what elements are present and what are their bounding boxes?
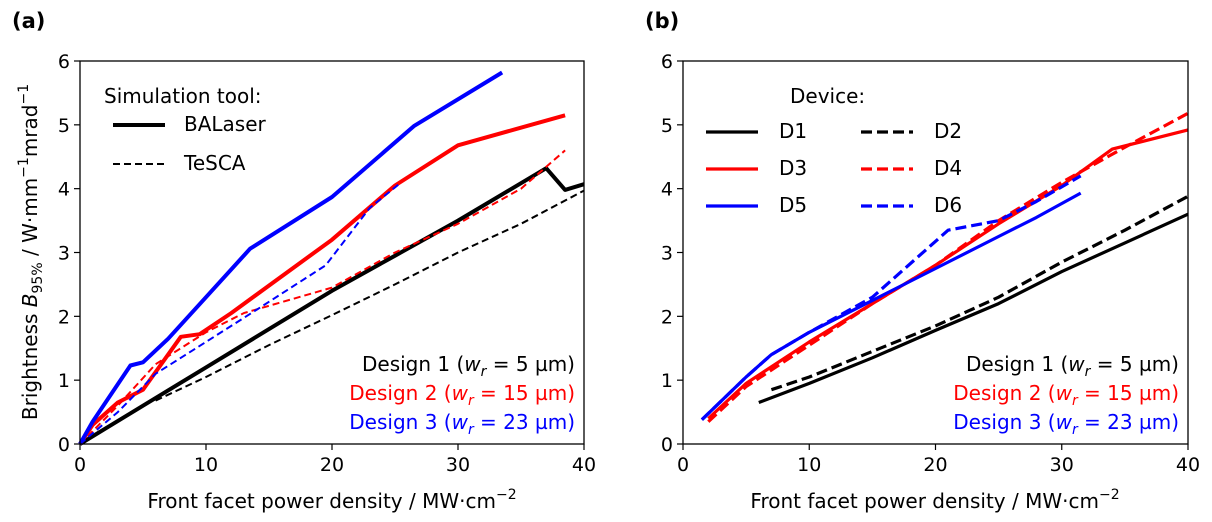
y-tick-label-a: 5 xyxy=(58,115,70,137)
series-line-a-design3-balaser xyxy=(78,70,504,445)
axes-b: 0 10 20 30 40 0 1 2 3 4 5 6 xyxy=(661,51,1200,476)
design-labels-b: Design 1 (wr = 5 µm)Design 2 (wr = 15 µm… xyxy=(953,352,1179,438)
x-tick-label-a: 30 xyxy=(446,454,470,476)
series-line-b-d1 xyxy=(758,212,1189,404)
design-label-a: Design 2 (wr = 15 µm) xyxy=(349,381,575,409)
x-axis-label-b: Front facet power density / MW·cm−2 xyxy=(750,487,1119,513)
x-tick-label-b: 40 xyxy=(1176,454,1200,476)
axes-a: 0 10 20 30 40 0 1 2 3 4 5 6 xyxy=(58,51,596,476)
legend-entry-b: D4 xyxy=(934,156,962,180)
y-tick-label-b: 4 xyxy=(661,179,673,201)
legend-entry-b: D5 xyxy=(779,193,807,217)
design-label-b: Design 1 (wr = 5 µm) xyxy=(966,352,1179,380)
series-line-a-design2-tesca xyxy=(79,149,566,445)
panel-label-b: (b) xyxy=(645,9,679,33)
legend-b: Device: D1 D2 D3 D4 D5 D6 xyxy=(706,84,962,217)
series-group-b xyxy=(700,111,1189,423)
series-line-a-design3-tesca xyxy=(79,181,402,445)
series-line-a-design2-balaser xyxy=(78,113,566,446)
x-tick-label-a: 20 xyxy=(320,454,344,476)
y-tick-label-a: 1 xyxy=(58,370,70,392)
design-label-a: Design 1 (wr = 5 µm) xyxy=(362,352,575,380)
legend-entry-b: D3 xyxy=(779,156,807,180)
x-tick-label-b: 10 xyxy=(797,454,821,476)
x-tick-label-b: 0 xyxy=(677,454,689,476)
series-group-a xyxy=(78,70,585,446)
x-tick-label-a: 10 xyxy=(194,454,218,476)
x-tick-label-a: 40 xyxy=(572,454,596,476)
legend-entry-a: TeSCA xyxy=(183,151,246,175)
y-tick-label-a: 2 xyxy=(58,306,70,328)
design-label-a: Design 3 (wr = 23 µm) xyxy=(349,410,575,438)
design-label-b: Design 3 (wr = 23 µm) xyxy=(953,410,1179,438)
x-tick-label-b: 30 xyxy=(1050,454,1074,476)
x-tick-label-b: 20 xyxy=(923,454,947,476)
design-label-b: Design 2 (wr = 15 µm) xyxy=(953,381,1179,409)
legend-title-a: Simulation tool: xyxy=(104,84,262,108)
panel-b: (b) 0 10 20 30 40 0 1 2 3 4 5 6 Device: D1 D2 D3 D4 D5 D6… xyxy=(645,9,1200,513)
series-line-b-d4 xyxy=(707,111,1189,423)
panel-label-a: (a) xyxy=(12,9,45,33)
y-tick-label-a: 4 xyxy=(58,179,70,201)
y-tick-label-b: 2 xyxy=(661,306,673,328)
y-tick-label-b: 5 xyxy=(661,115,673,137)
plot-frame-b xyxy=(682,60,1189,445)
y-tick-label-a: 3 xyxy=(58,243,70,265)
design-labels-a: Design 1 (wr = 5 µm)Design 2 (wr = 15 µm… xyxy=(349,352,575,438)
y-tick-label-b: 3 xyxy=(661,243,673,265)
y-tick-label-a: 6 xyxy=(58,51,70,73)
legend-entry-a: BALaser xyxy=(184,112,267,136)
y-tick-label-b: 0 xyxy=(661,434,673,456)
series-line-a-design1-tesca xyxy=(155,189,585,402)
legend-entry-b: D6 xyxy=(934,193,962,217)
series-line-b-d6 xyxy=(700,174,1082,421)
series-line-b-d2 xyxy=(770,194,1189,392)
legend-entry-b: D2 xyxy=(934,119,962,143)
y-axis-label-a: Brightness B95% / W·mm−1mrad−1 xyxy=(16,84,46,420)
x-tick-label-a: 0 xyxy=(74,454,86,476)
y-tick-label-b: 6 xyxy=(661,51,673,73)
legend-entry-b: D1 xyxy=(779,119,807,143)
x-axis-label-a: Front facet power density / MW·cm−2 xyxy=(147,487,516,513)
plot-frame-a xyxy=(79,60,585,445)
panel-a: (a) 0 10 20 30 40 0 1 2 3 4 5 6 Simulation tool: BAL… xyxy=(12,9,596,513)
y-tick-label-a: 0 xyxy=(58,434,70,456)
y-tick-label-b: 1 xyxy=(661,370,673,392)
legend-a: Simulation tool: BALaser TeSCA xyxy=(104,84,267,175)
series-line-a-design1-balaser xyxy=(78,166,585,446)
legend-title-b: Device: xyxy=(790,84,865,108)
